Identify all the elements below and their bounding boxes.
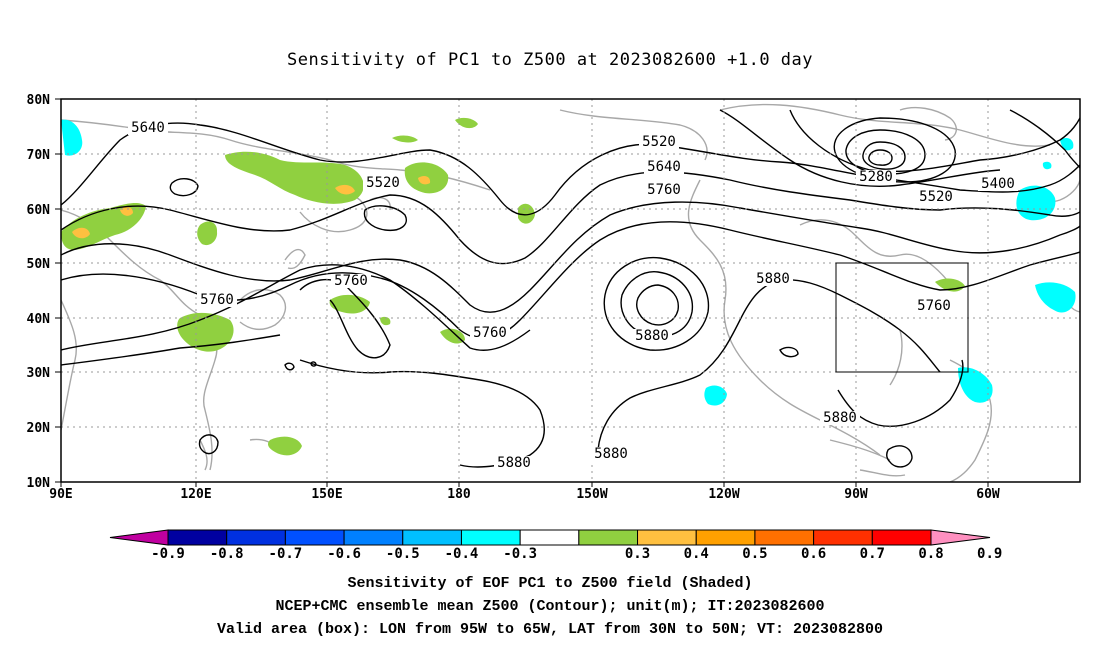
colorbar-label: 0.4 bbox=[684, 546, 709, 562]
lon-label: 120E bbox=[180, 487, 211, 502]
contour-labels: 5640 5520 5520 5640 5760 5280 5400 5520 5880 5760… bbox=[128, 120, 1018, 471]
colorbar-swatch bbox=[637, 529, 697, 546]
lat-label: 70N bbox=[27, 148, 51, 163]
contour-label-bg bbox=[914, 299, 954, 313]
colorbar-swatch bbox=[402, 529, 462, 546]
contour-label-bg bbox=[916, 190, 956, 204]
lon-label: 60W bbox=[976, 487, 1000, 502]
contour-label-bg bbox=[820, 411, 860, 425]
lon-label: 180 bbox=[447, 487, 471, 502]
colorbar-label: -0.7 bbox=[269, 546, 303, 562]
contour-label-bg bbox=[470, 326, 510, 340]
colorbar-label: 0.3 bbox=[625, 546, 650, 562]
contour-label-bg bbox=[494, 456, 534, 470]
contour-label: 5760 bbox=[647, 182, 681, 198]
contour-label-bg bbox=[753, 272, 793, 286]
colorbar-swatch bbox=[695, 529, 756, 546]
contour-label: 5520 bbox=[919, 189, 953, 205]
contour-label: 5640 bbox=[647, 159, 681, 175]
colorbar-label: -0.5 bbox=[386, 546, 420, 562]
colorbar-label: -0.3 bbox=[503, 546, 537, 562]
lat-label: 30N bbox=[27, 366, 51, 381]
colorbar-swatch bbox=[871, 529, 932, 546]
colorbar-label: 0.8 bbox=[918, 546, 943, 562]
colorbar-label: 0.9 bbox=[977, 546, 1002, 562]
colorbar-swatch bbox=[167, 529, 228, 546]
contour-label: 5880 bbox=[635, 328, 669, 344]
lat-label: 10N bbox=[27, 476, 51, 491]
lon-label: 150W bbox=[576, 487, 607, 502]
contour-label: 5400 bbox=[981, 176, 1015, 192]
colorbar-label: -0.8 bbox=[210, 546, 244, 562]
contour-label: 5640 bbox=[131, 120, 165, 136]
colorbar-high-extend bbox=[930, 529, 991, 546]
lon-label: 90W bbox=[844, 487, 868, 502]
contour-label-bg bbox=[591, 447, 631, 461]
contour-label-bg bbox=[128, 121, 168, 135]
valid-area-box bbox=[835, 262, 969, 373]
contour-label-bg bbox=[639, 135, 679, 149]
colorbar-swatch bbox=[519, 529, 580, 546]
lat-label: 80N bbox=[27, 93, 51, 108]
caption-line-3: Valid area (box): LON from 95W to 65W, L… bbox=[216, 621, 884, 638]
longitude-labels: 90E 120E 150E 180 150W 120W 90W 60W bbox=[49, 482, 1000, 502]
colorbar-label: 0.6 bbox=[801, 546, 826, 562]
contour-label: 5880 bbox=[756, 271, 790, 287]
contour-label-bg bbox=[644, 160, 684, 174]
contour-label: 5760 bbox=[334, 273, 368, 289]
lat-label: 20N bbox=[27, 421, 51, 436]
contour-label-bg bbox=[856, 170, 896, 184]
lon-label: 90E bbox=[49, 487, 72, 502]
colorbar-low-extend bbox=[109, 529, 169, 546]
colorbar-swatch bbox=[754, 529, 815, 546]
lat-label: 40N bbox=[27, 312, 51, 327]
lon-label: 150E bbox=[311, 487, 342, 502]
contour-label-bg bbox=[978, 177, 1018, 191]
contour-label: 5880 bbox=[497, 455, 531, 471]
colorbar-swatch bbox=[460, 529, 521, 546]
contour-label: 5280 bbox=[859, 169, 893, 185]
contour-label: 5760 bbox=[200, 292, 234, 308]
colorbar-swatch bbox=[284, 529, 345, 546]
lon-label: 120W bbox=[708, 487, 739, 502]
contour-label-bg bbox=[197, 293, 237, 307]
coastlines bbox=[61, 103, 1080, 482]
colorbar-swatch bbox=[226, 529, 286, 546]
contour-label: 5760 bbox=[917, 298, 951, 314]
colorbar: -0.9 -0.8 -0.7 -0.6 -0.5 -0.4 -0.3 0.3 0.4 0.5 0.6… bbox=[109, 529, 1002, 562]
colorbar-label: -0.9 bbox=[151, 546, 185, 562]
caption-line-2: NCEP+CMC ensemble mean Z500 (Contour); u… bbox=[275, 598, 825, 615]
contour-label: 5520 bbox=[642, 134, 676, 150]
contour-label: 5880 bbox=[594, 446, 628, 462]
contour-label-bg bbox=[363, 176, 403, 190]
colorbar-label: 0.7 bbox=[860, 546, 885, 562]
map-frame bbox=[60, 98, 1081, 483]
colorbar-swatch bbox=[578, 529, 639, 546]
graticule bbox=[61, 99, 1080, 482]
colorbar-label: -0.4 bbox=[445, 546, 479, 562]
caption-line-1: Sensitivity of EOF PC1 to Z500 field (Sh… bbox=[347, 575, 753, 592]
z500-contours bbox=[61, 109, 1080, 468]
map-title: Sensitivity of PC1 to Z500 at 2023082600… bbox=[286, 50, 813, 70]
contour-label-bg bbox=[632, 329, 672, 343]
latitude-labels: 80N 70N 60N 50N 40N 30N 20N 10N bbox=[27, 93, 61, 491]
colorbar-label: -0.6 bbox=[327, 546, 361, 562]
contour-label-bg bbox=[644, 183, 684, 197]
contour-label: 5880 bbox=[823, 410, 857, 426]
contour-label: 5520 bbox=[366, 175, 400, 191]
colorbar-swatch bbox=[343, 529, 404, 546]
contour-label: 5760 bbox=[473, 325, 507, 341]
colorbar-swatch bbox=[813, 529, 873, 546]
lat-label: 60N bbox=[27, 203, 51, 218]
colorbar-label: 0.5 bbox=[742, 546, 767, 562]
contour-label-bg bbox=[331, 274, 371, 288]
lat-label: 50N bbox=[27, 257, 51, 272]
